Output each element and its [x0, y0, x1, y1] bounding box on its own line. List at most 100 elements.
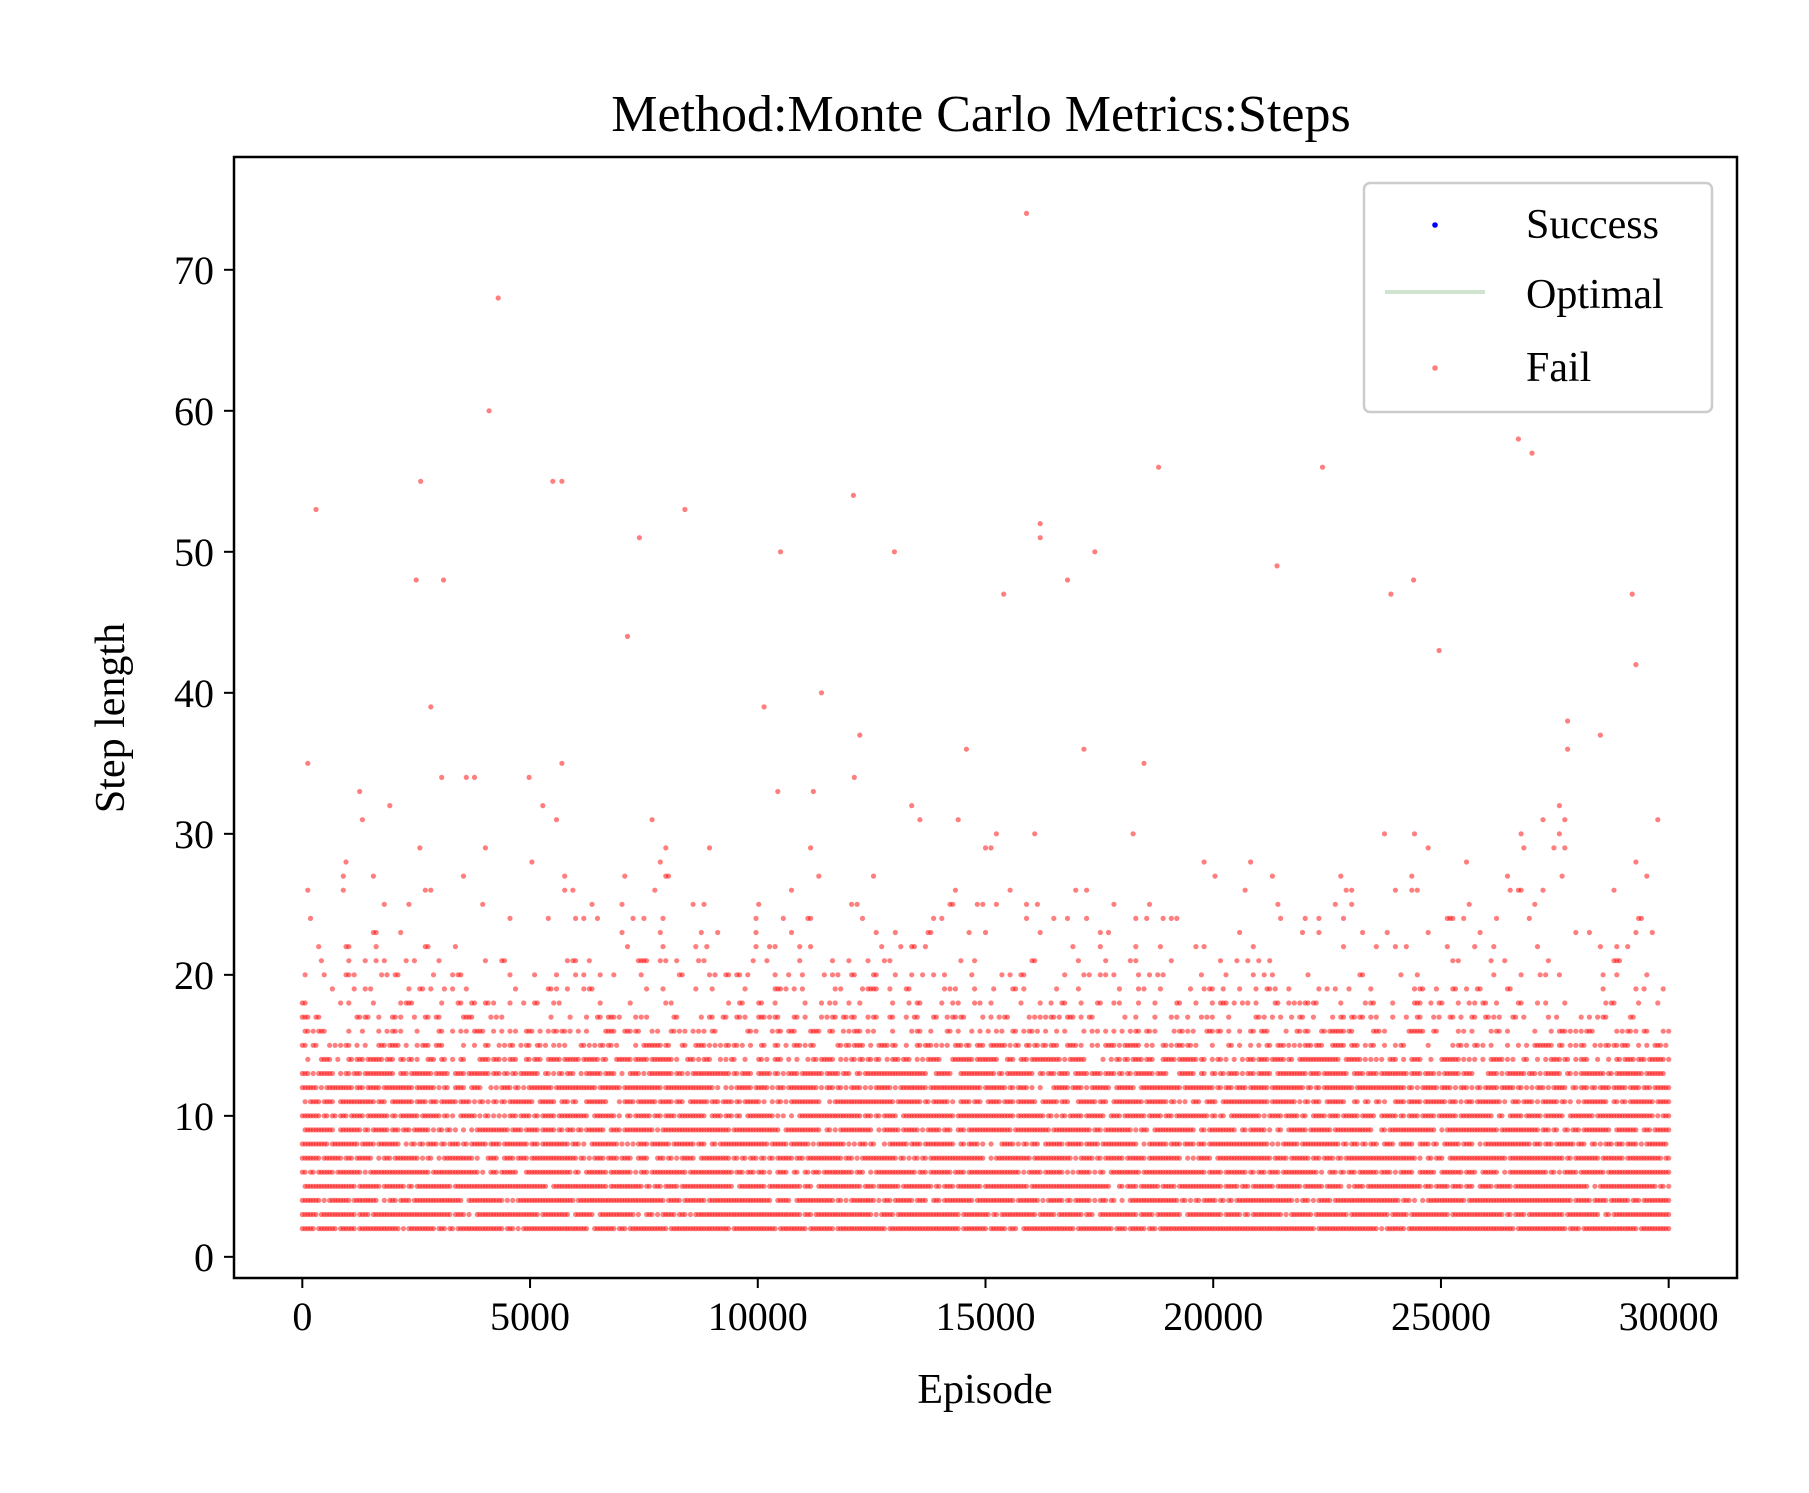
fail-point [488, 1014, 494, 1020]
fail-point [318, 1085, 324, 1091]
fail-point [690, 1056, 696, 1062]
fail-point [1174, 915, 1180, 922]
fail-point [829, 1226, 836, 1232]
fail-point [1007, 1127, 1013, 1133]
fail-point [603, 1056, 609, 1062]
fail-point [455, 1141, 461, 1147]
fail-point [895, 1183, 901, 1189]
fail-point [346, 1197, 352, 1203]
fail-point [321, 1028, 327, 1034]
fail-point [305, 1070, 311, 1077]
fail-point [1280, 1042, 1286, 1048]
fail-point [917, 1000, 923, 1006]
fail-point [1338, 873, 1344, 879]
fail-point [1275, 1169, 1281, 1175]
fail-point [890, 1211, 896, 1218]
fail-point [1174, 1197, 1180, 1203]
fail-point [376, 1183, 382, 1189]
fail-point [644, 1014, 650, 1020]
fail-point [925, 1099, 931, 1105]
fail-point [1316, 929, 1322, 936]
fail-point [1119, 1070, 1125, 1077]
fail-point [1105, 929, 1112, 936]
fail-point [1141, 1141, 1147, 1147]
fail-point [1094, 1042, 1101, 1048]
fail-point [351, 1183, 357, 1189]
fail-point [933, 1014, 939, 1020]
fail-point [1351, 1169, 1357, 1175]
fail-point [1062, 972, 1068, 978]
fail-point [376, 1155, 382, 1161]
fail-point [359, 1085, 365, 1091]
fail-point [537, 1028, 543, 1034]
fail-point [597, 972, 603, 978]
fail-point [1332, 1169, 1338, 1175]
fail-point [911, 1169, 918, 1175]
fail-point [936, 1183, 942, 1189]
fail-point [567, 1014, 573, 1020]
fail-point [1135, 1169, 1142, 1175]
fail-point [1056, 1014, 1062, 1020]
fail-point [1242, 1127, 1248, 1133]
fail-point [717, 1042, 724, 1048]
fail-point [597, 1000, 603, 1006]
fail-point [1308, 1211, 1314, 1218]
fail-point [1081, 746, 1087, 752]
fail-point [712, 1141, 718, 1147]
fail-point [635, 1028, 642, 1034]
fail-point [370, 1099, 376, 1105]
fail-point [611, 1226, 617, 1232]
fail-point [709, 986, 715, 992]
fail-point [829, 972, 836, 978]
fail-point [1078, 1014, 1084, 1020]
fail-point [1198, 972, 1204, 978]
fail-point [961, 1169, 967, 1175]
fail-point [857, 1183, 863, 1189]
fail-point [594, 915, 601, 922]
fail-point [914, 1014, 920, 1020]
fail-point [1034, 1028, 1040, 1034]
fail-point [657, 859, 663, 865]
fail-point [1062, 1028, 1068, 1034]
fail-point [1349, 901, 1355, 907]
fail-point [348, 1085, 355, 1091]
fail-point [909, 972, 915, 978]
fail-point [802, 1014, 808, 1020]
fail-point [1133, 958, 1139, 964]
fail-point [477, 1113, 483, 1119]
fail-point [351, 1226, 357, 1232]
fail-point [1343, 887, 1349, 893]
fail-point [351, 1211, 357, 1218]
fail-point [493, 1014, 499, 1020]
fail-point [939, 915, 945, 922]
fail-point [430, 1127, 437, 1133]
fail-point [1037, 1169, 1043, 1175]
fail-point [1261, 1113, 1267, 1119]
fail-point [379, 1056, 385, 1062]
fail-point [739, 1169, 745, 1175]
fail-point [1228, 1085, 1234, 1091]
fail-point [646, 1183, 653, 1189]
fail-point [931, 972, 937, 978]
fail-point [1237, 1211, 1243, 1218]
fail-point [977, 1028, 983, 1034]
fail-point [909, 803, 915, 809]
fail-point [1209, 1000, 1215, 1006]
fail-point [737, 972, 743, 978]
fail-point [474, 1155, 480, 1161]
fail-point [1149, 1070, 1155, 1077]
fail-point [808, 845, 814, 851]
fail-point [400, 1226, 406, 1232]
fail-point [1116, 1113, 1122, 1119]
fail-point [1032, 958, 1038, 964]
fail-point [630, 1211, 636, 1218]
fail-point [1250, 1070, 1256, 1077]
fail-point [1272, 986, 1278, 992]
fail-point [420, 1141, 426, 1147]
fail-point [302, 1169, 308, 1175]
fail-point [616, 1127, 622, 1133]
fail-point [346, 958, 352, 964]
fail-point [712, 972, 718, 978]
fail-point [1086, 1169, 1092, 1175]
fail-point [644, 1169, 650, 1175]
